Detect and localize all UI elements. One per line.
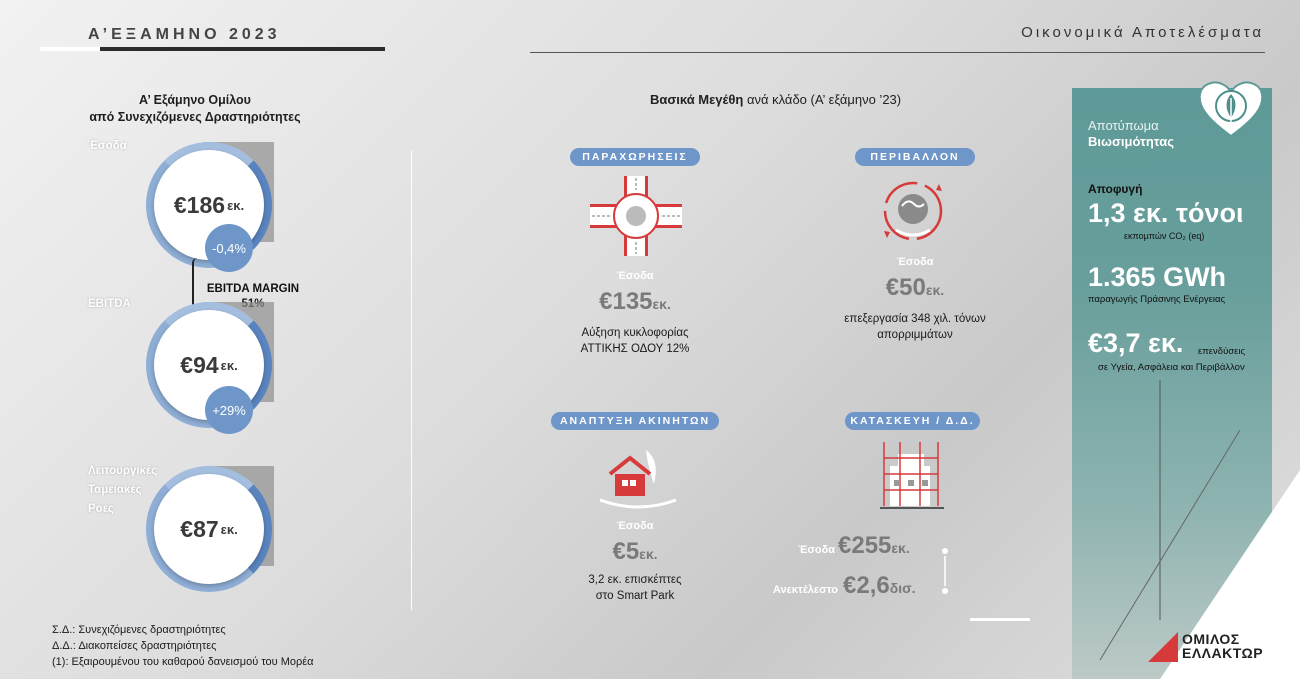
revenue-value: €186 <box>173 191 226 218</box>
header-left: Α’ΕΞΑΜΗΝΟ 2023 <box>40 22 385 54</box>
concessions-desc-l1: Αύξηση κυκλοφορίας <box>581 327 689 339</box>
environment-desc-l1: επεξεργασία 348 χιλ. τόνων <box>844 313 986 325</box>
avoid-label: Αποφυγή <box>1088 182 1143 196</box>
brace <box>192 258 202 318</box>
concessions-desc-l2: ΑΤΤΙΚΗΣ ΟΔΟΥ 12% <box>580 343 690 355</box>
decorative-lines <box>1099 380 1300 679</box>
construction-backlog-amount: €2,6 <box>843 572 890 599</box>
cashflow-label-l2: Ταμειακές <box>88 484 142 496</box>
invest-desc-l2: σε Υγεία, Ασφάλεια και Περιβάλλον <box>1098 362 1245 373</box>
recycle-globe-icon <box>883 181 943 241</box>
logo-text: ΟΜΙΛΟΣ ΕΛΛΑΚΤΩΡ <box>1182 632 1263 660</box>
co2-value: 1,3 εκ. τόνοι <box>1088 198 1244 228</box>
gwh-desc: παραγωγής Πράσινης Ενέργειας <box>1088 294 1226 305</box>
construction-rev-unit: εκ. <box>891 540 910 556</box>
realestate-unit: εκ. <box>639 546 658 562</box>
concessions-pill: ΠΑΡΑΧΩΡΗΣΕΙΣ <box>570 148 700 166</box>
heart-leaf-icon <box>1198 81 1264 138</box>
construction-rev-value: €255εκ. <box>838 532 938 560</box>
realestate-value: €5εκ. <box>580 538 690 566</box>
kpi-circle: €87 εκ. <box>154 474 264 584</box>
footnote-3: (1): Εξαιρουμένου του καθαρού δανεισμού … <box>52 656 314 668</box>
cashflow-label-l1: Λειτουργικές <box>88 465 158 477</box>
left-title-line2: από Συνεχιζόμενες Δραστηριότητες <box>89 110 301 124</box>
realestate-desc-l2: στο Smart Park <box>595 590 675 602</box>
realestate-label: Έσοδα <box>616 520 654 532</box>
co2-desc: εκπομπών CO₂ (eq) <box>1124 231 1205 241</box>
ebitda-label: EBITDA <box>88 298 131 310</box>
ebitda-value: €94 <box>180 351 219 378</box>
header-rule-right <box>530 52 1265 53</box>
concessions-unit: εκ. <box>652 296 671 312</box>
gwh-value: 1.365 GWh <box>1088 262 1227 292</box>
concessions-value: €135εκ. <box>580 288 690 316</box>
header-rule-accent <box>40 47 100 51</box>
footnotes: Σ.Δ.: Συνεχιζόμενες δραστηριότητες Δ.Δ.:… <box>52 622 314 670</box>
environment-amount: €50 <box>885 274 926 301</box>
environment-unit: εκ. <box>925 282 945 298</box>
kpi-ring <box>146 142 272 268</box>
dot-connector <box>944 556 946 586</box>
building-scaffold-icon <box>880 442 944 509</box>
page-title: Α’ΕΞΑΜΗΝΟ 2023 <box>88 26 281 43</box>
house-icon <box>599 450 677 509</box>
column-divider <box>411 150 412 610</box>
construction-backlog-label: Ανεκτέλεστο <box>772 584 838 596</box>
middle-title-bold: Βασικά Μεγέθη <box>650 92 744 107</box>
kpi-ring <box>146 466 272 592</box>
realestate-desc: 3,2 εκ. επισκέπτες στο Smart Park <box>560 572 710 604</box>
dot-marker <box>942 548 948 554</box>
environment-label: Έσοδα <box>896 256 934 268</box>
footnote-2: Δ.Δ.: Διακοπείσες δραστηριότητες <box>52 640 217 652</box>
ellaktor-logo-icon <box>1148 632 1178 662</box>
concessions-amount: €135 <box>599 288 653 315</box>
footnote-1: Σ.Δ.: Συνεχιζόμενες δραστηριότητες <box>52 624 226 636</box>
realestate-amount: €5 <box>612 538 640 565</box>
ebitda-change-badge: +29% <box>205 386 253 434</box>
revenue-change-badge: -0,4% <box>205 224 253 272</box>
concessions-label: Έσοδα <box>616 270 654 282</box>
environment-pill: ΠΕΡΙΒΑΛΛΟΝ <box>855 148 975 166</box>
cashflow-kpi: €87 εκ. <box>146 466 274 592</box>
cashflow-label-l3: Ροές <box>88 503 114 515</box>
left-title: Α’ Εξάμηνο Ομίλου από Συνεχιζόμενες Δρασ… <box>60 92 330 126</box>
construction-rev-label: Έσοδα <box>797 544 835 556</box>
construction-backlog-unit: δισ. <box>889 580 916 596</box>
roundabout-icon <box>590 176 682 256</box>
dot-marker <box>942 588 948 594</box>
panel-title-l1: Αποτύπωμα <box>1088 118 1159 133</box>
construction-rev-amount: €255 <box>838 532 892 559</box>
panel-title-l2: Βιωσιμότητας <box>1088 134 1174 149</box>
environment-value: €50εκ. <box>860 274 970 302</box>
logo-l1: ΟΜΙΛΟΣ <box>1182 631 1240 647</box>
left-title-line1: Α’ Εξάμηνο Ομίλου <box>139 93 251 107</box>
concessions-desc: Αύξηση κυκλοφορίας ΑΤΤΙΚΗΣ ΟΔΟΥ 12% <box>560 325 710 357</box>
middle-title: Βασικά Μεγέθη ανά κλάδο (Α’ εξάμηνο ’23) <box>650 92 901 107</box>
invest-value: €3,7 εκ. <box>1088 328 1184 358</box>
ebitda-margin-label: EBITDA MARGIN <box>206 283 300 295</box>
section-title: Οικονομικά Αποτελέσματα <box>1021 24 1264 41</box>
logo-l2: ΕΛΛΑΚΤΩΡ <box>1182 645 1264 661</box>
cashflow-value: €87 <box>180 515 219 542</box>
environment-desc-l2: απορριμμάτων <box>877 329 953 341</box>
revenue-unit: εκ. <box>227 197 245 213</box>
cashflow-label: Λειτουργικές Ταμειακές Ροές <box>88 462 157 519</box>
invest-desc-l1: επενδύσεις <box>1198 346 1246 357</box>
middle-title-rest: ανά κλάδο (Α’ εξάμηνο ’23) <box>743 92 902 107</box>
cashflow-unit: εκ. <box>220 521 238 537</box>
environment-desc: επεξεργασία 348 χιλ. τόνων απορριμμάτων <box>830 311 1000 343</box>
revenue-label: Έσοδα <box>88 140 127 152</box>
realestate-desc-l1: 3,2 εκ. επισκέπτες <box>588 574 682 586</box>
realestate-pill: ΑΝΑΠΤΥΞΗ ΑΚΙΝΗΤΩΝ <box>551 412 719 430</box>
end-rule <box>970 618 1030 621</box>
construction-backlog-value: €2,6δισ. <box>843 572 943 600</box>
ebitda-unit: εκ. <box>220 357 238 373</box>
construction-pill: ΚΑΤΑΣΚΕΥΗ / Δ.Δ. <box>845 412 980 430</box>
header-rule <box>40 47 385 51</box>
